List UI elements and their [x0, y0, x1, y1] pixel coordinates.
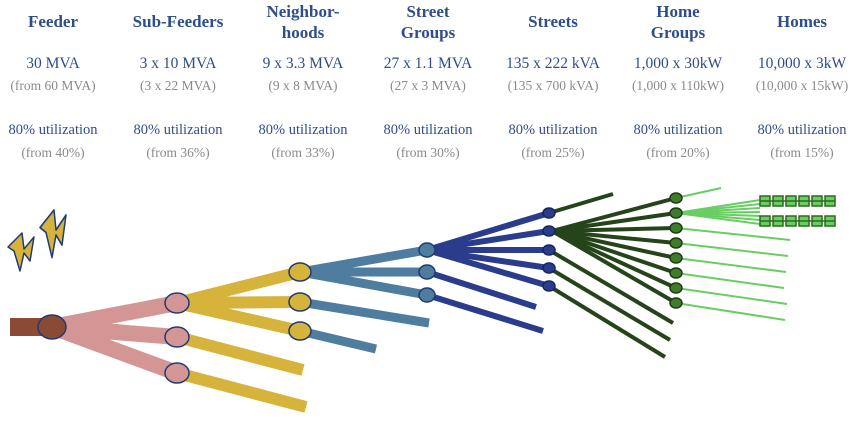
street-line	[426, 269, 537, 310]
neighborhood-line	[175, 297, 302, 337]
level-utilization: 80% utilization	[633, 122, 723, 138]
level-capacity-previous: (27 x 3 MVA)	[390, 78, 466, 93]
neighborhood-line	[175, 331, 305, 376]
home-line	[675, 272, 785, 289]
level-utilization-previous: (from 20%)	[646, 145, 710, 160]
street-group-node	[418, 264, 436, 280]
home-group-node	[669, 207, 683, 219]
level-title: Feeder	[27, 12, 79, 31]
lightning-bolt-icon	[7, 232, 35, 272]
level-capacity-previous: (1,000 x 110kW)	[631, 78, 725, 93]
level-utilization: 80% utilization	[133, 122, 223, 138]
level-utilization: 80% utilization	[383, 122, 473, 138]
home-line	[675, 302, 786, 321]
home-line	[675, 242, 789, 257]
home-group-node	[669, 237, 683, 249]
home-group-node	[669, 252, 683, 264]
level-utilization: 80% utilization	[258, 122, 348, 138]
neighborhood-line	[175, 367, 308, 413]
street-line	[426, 247, 550, 289]
level-capacity: 9 x 3.3 MVA	[262, 55, 344, 72]
home-line	[675, 227, 791, 241]
level-title: Sub-Feeders	[132, 12, 224, 31]
home-group-line	[551, 226, 677, 233]
sub-feeder-node	[164, 292, 190, 314]
street-group-line	[298, 326, 378, 354]
level-capacity-previous: (135 x 700 kVA)	[507, 78, 599, 93]
level-utilization: 80% utilization	[757, 122, 847, 138]
home-group-node	[669, 282, 683, 294]
neighborhood-node	[288, 321, 312, 341]
level-capacity-previous: (3 x 22 MVA)	[140, 78, 216, 93]
level-capacity: 27 x 1.1 MVA	[383, 55, 473, 72]
feeder-node	[37, 314, 67, 340]
sub-feeder-node	[164, 326, 190, 348]
level-utilization-previous: (from 30%)	[396, 145, 460, 160]
home-group-line	[551, 196, 677, 233]
street-node	[542, 207, 556, 219]
home-group-line	[550, 229, 678, 305]
home-group-line	[551, 211, 677, 233]
level-utilization-previous: (from 36%)	[146, 145, 210, 160]
sub-feeder-line	[49, 319, 180, 381]
level-capacity-previous: (9 x 8 MVA)	[268, 78, 338, 93]
home-group-node	[669, 267, 683, 279]
home-group-line	[551, 229, 677, 260]
home-group-node	[669, 297, 683, 309]
home-group-line	[551, 229, 677, 290]
home-group-line	[548, 192, 614, 215]
home-group-line	[547, 284, 667, 359]
home-group-line	[551, 229, 677, 245]
street-node	[542, 280, 556, 292]
level-utilization-previous: (from 33%)	[271, 145, 335, 160]
level-capacity: 10,000 x 3kW	[757, 55, 847, 72]
level-title: Streets	[528, 12, 578, 31]
street-group-line	[299, 297, 430, 328]
home-line	[675, 257, 787, 273]
street-group-node	[418, 242, 436, 258]
home-group-line	[547, 248, 675, 325]
street-node	[542, 244, 556, 256]
lightning-bolt-icon	[39, 209, 67, 259]
home-group-line	[547, 266, 672, 342]
neighborhood-node	[288, 292, 312, 312]
level-capacity: 3 x 10 MVA	[139, 55, 217, 72]
home-line	[675, 187, 722, 199]
level-title: Neighbor- hoods	[266, 2, 340, 42]
level-title: Home Groups	[650, 2, 706, 42]
home-group-node	[669, 222, 683, 234]
level-utilization-previous: (from 15%)	[770, 145, 834, 160]
street-line	[426, 228, 550, 253]
level-utilization: 80% utilization	[8, 122, 98, 138]
home-group-node	[669, 192, 683, 204]
sub-feeder-node	[164, 362, 190, 384]
level-capacity: 1,000 x 30kW	[633, 55, 723, 72]
home-line	[675, 287, 788, 305]
home-line	[675, 212, 761, 225]
street-node	[542, 262, 556, 274]
level-utilization: 80% utilization	[508, 122, 598, 138]
street-group-line	[299, 267, 428, 300]
level-capacity-previous: (10,000 x 15kW)	[755, 78, 849, 93]
level-capacity-previous: (from 60 MVA)	[10, 78, 96, 93]
level-utilization-previous: (from 25%)	[521, 145, 585, 160]
level-title: Street Groups	[400, 2, 456, 42]
level-capacity: 30 MVA	[26, 55, 80, 72]
street-node	[542, 225, 556, 237]
street-line	[426, 292, 544, 334]
level-utilization-previous: (from 40%)	[21, 145, 85, 160]
level-title: Homes	[776, 12, 828, 31]
home-group-line	[551, 229, 677, 275]
street-group-node	[418, 287, 436, 303]
neighborhood-node	[288, 262, 312, 282]
level-capacity: 135 x 222 kVA	[505, 55, 600, 72]
